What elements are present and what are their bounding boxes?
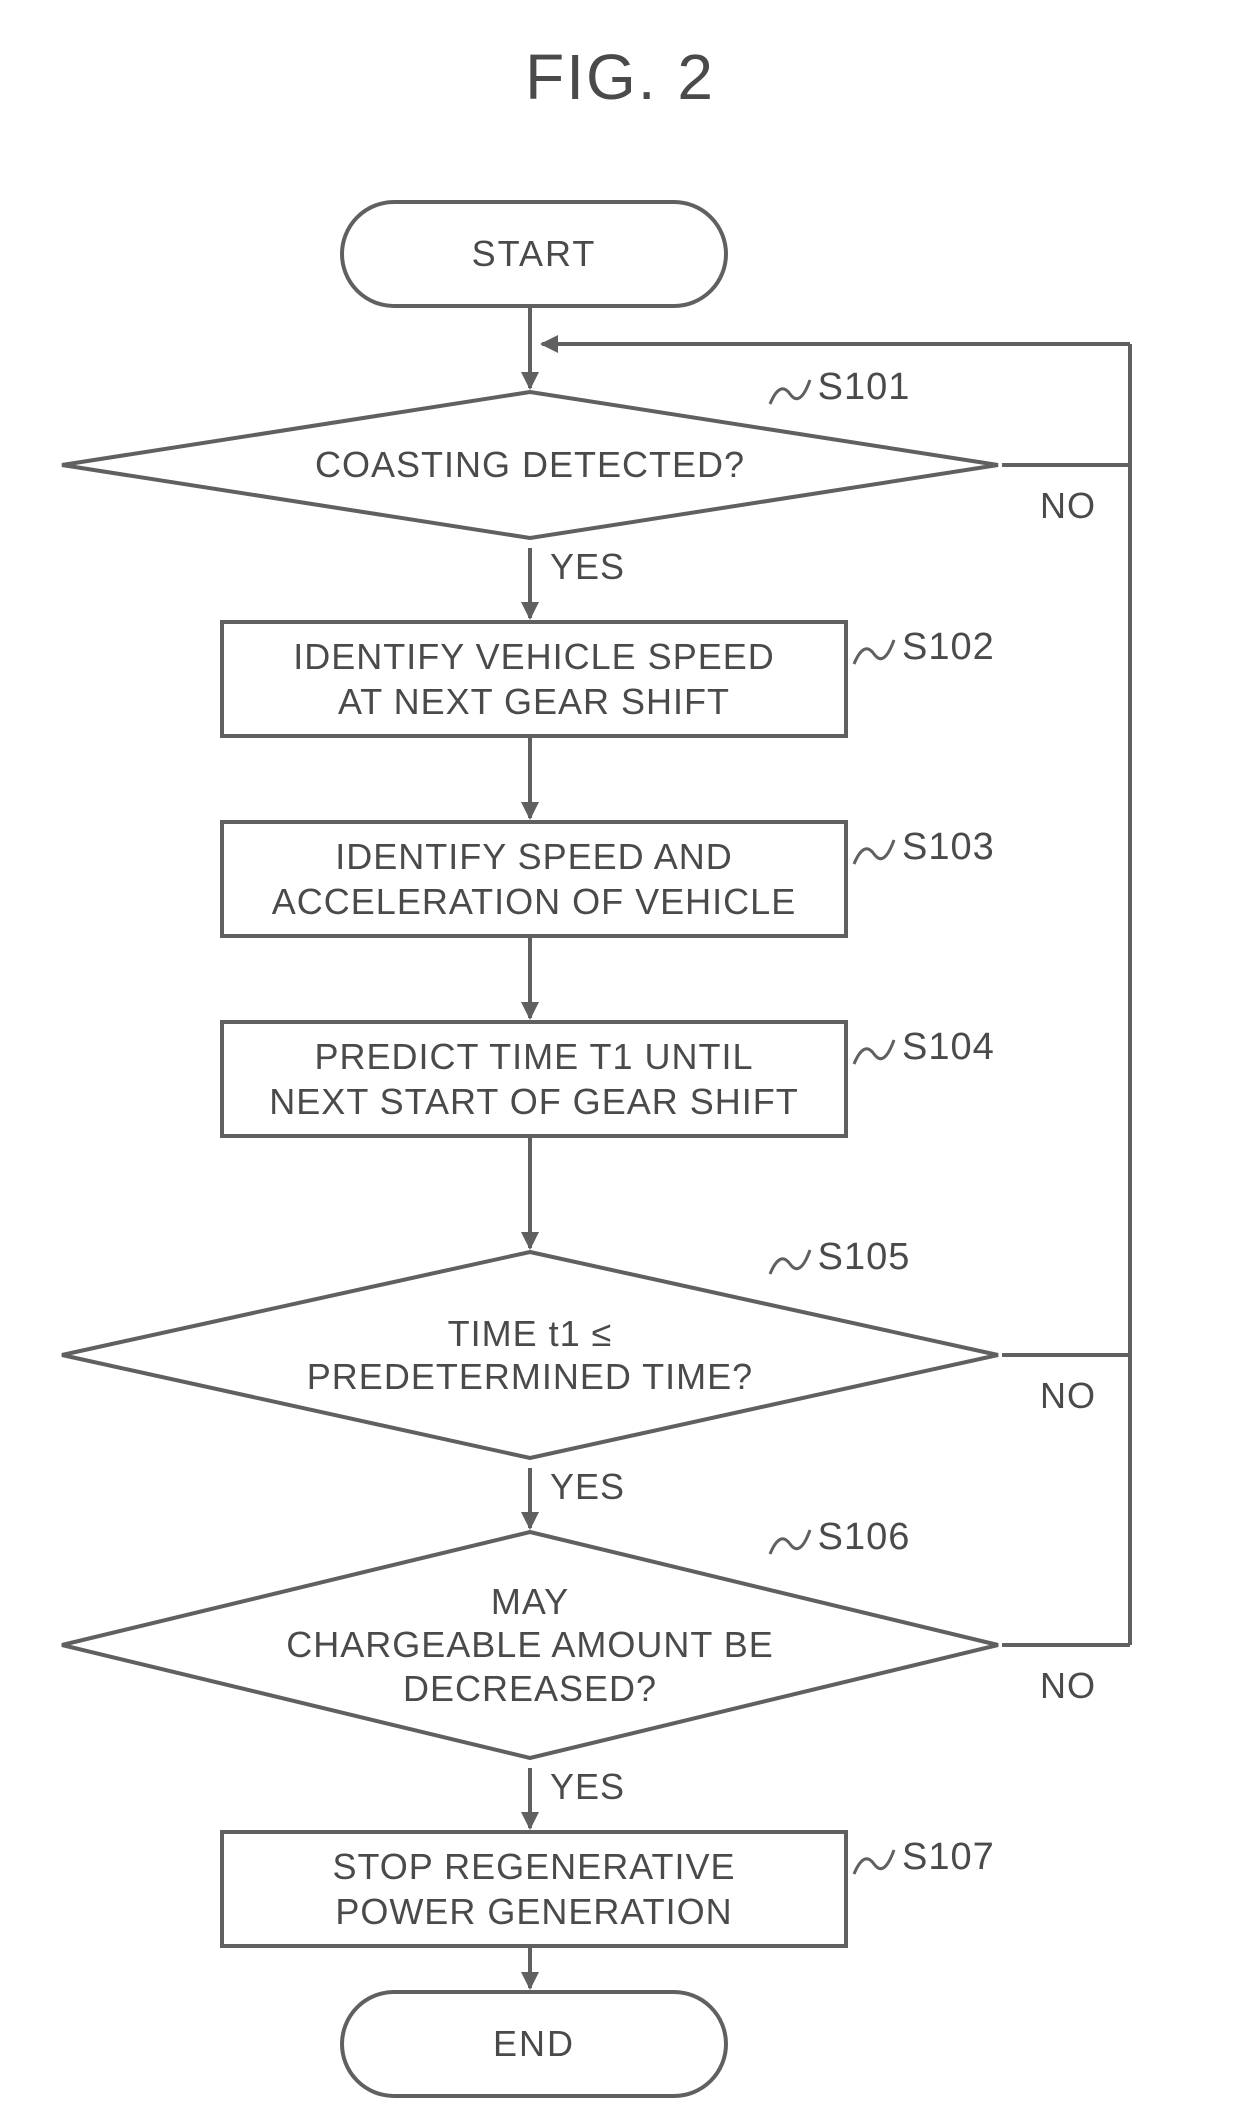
connectors [0, 0, 1240, 2123]
page: FIG. 2 START COASTING DETECTED? S101 YES… [0, 0, 1240, 2123]
